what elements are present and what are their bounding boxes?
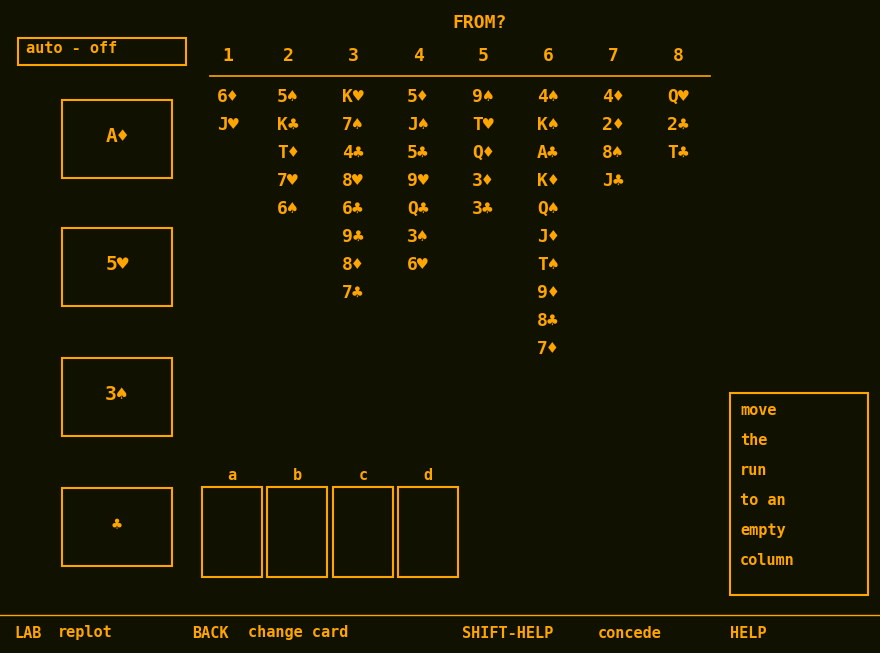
- Text: HELP: HELP: [730, 626, 766, 641]
- Text: move: move: [740, 403, 776, 418]
- Text: 6♠: 6♠: [277, 200, 299, 218]
- Text: ♣: ♣: [112, 516, 122, 534]
- Text: T♠: T♠: [537, 256, 559, 274]
- Bar: [62, 358, 172, 436]
- Text: 8♣: 8♣: [537, 312, 559, 330]
- Text: 3♠: 3♠: [106, 385, 128, 404]
- Text: a: a: [227, 468, 237, 483]
- Text: K♦: K♦: [537, 172, 559, 190]
- Text: A♣: A♣: [537, 144, 559, 162]
- Text: 5♠: 5♠: [277, 88, 299, 106]
- Text: 8♠: 8♠: [602, 144, 624, 162]
- Text: T♣: T♣: [667, 144, 689, 162]
- Text: 9♣: 9♣: [342, 228, 363, 246]
- Text: 9♠: 9♠: [473, 88, 494, 106]
- Text: 2: 2: [282, 47, 293, 65]
- Text: 7♦: 7♦: [537, 340, 559, 358]
- Text: 4♠: 4♠: [537, 88, 559, 106]
- Bar: [202, 487, 262, 577]
- Text: T♦: T♦: [277, 144, 299, 162]
- Text: 6: 6: [543, 47, 554, 65]
- Text: 6♥: 6♥: [407, 256, 429, 274]
- Text: the: the: [740, 433, 767, 448]
- Text: b: b: [292, 468, 302, 483]
- Text: 3♦: 3♦: [473, 172, 494, 190]
- Text: 5♦: 5♦: [407, 88, 429, 106]
- Text: 8♥: 8♥: [342, 172, 363, 190]
- Bar: [398, 487, 458, 577]
- Text: 3♣: 3♣: [473, 200, 494, 218]
- Bar: [18, 38, 186, 65]
- Text: BACK: BACK: [192, 626, 229, 641]
- Text: empty: empty: [740, 523, 786, 538]
- Text: 4♣: 4♣: [342, 144, 363, 162]
- Text: column: column: [740, 553, 795, 568]
- Text: 1: 1: [223, 47, 233, 65]
- Text: 3: 3: [348, 47, 358, 65]
- Text: K♥: K♥: [342, 88, 363, 106]
- Text: Q♠: Q♠: [537, 200, 559, 218]
- Text: 2♦: 2♦: [602, 116, 624, 134]
- Bar: [267, 487, 327, 577]
- Text: run: run: [740, 463, 767, 478]
- Text: to an: to an: [740, 493, 786, 508]
- Text: 2♣: 2♣: [667, 116, 689, 134]
- Text: J♣: J♣: [602, 172, 624, 190]
- Text: SHIFT-HELP: SHIFT-HELP: [462, 626, 554, 641]
- Text: 5♣: 5♣: [407, 144, 429, 162]
- Bar: [730, 393, 868, 595]
- Text: K♠: K♠: [537, 116, 559, 134]
- Text: FROM?: FROM?: [453, 14, 507, 32]
- Text: 7♣: 7♣: [342, 284, 363, 302]
- Text: Q♦: Q♦: [473, 144, 494, 162]
- Text: 8♦: 8♦: [342, 256, 363, 274]
- Text: 9♦: 9♦: [537, 284, 559, 302]
- Text: 8: 8: [672, 47, 684, 65]
- Text: LAB: LAB: [14, 626, 41, 641]
- Text: replot: replot: [58, 626, 113, 641]
- Text: J♥: J♥: [217, 116, 238, 134]
- Text: change card: change card: [248, 626, 348, 641]
- Text: 9♥: 9♥: [407, 172, 429, 190]
- Text: K♣: K♣: [277, 116, 299, 134]
- Text: J♠: J♠: [407, 116, 429, 134]
- Text: Q♥: Q♥: [667, 88, 689, 106]
- Text: 3♠: 3♠: [407, 228, 429, 246]
- Text: 4♦: 4♦: [602, 88, 624, 106]
- Bar: [62, 228, 172, 306]
- Text: auto - off: auto - off: [26, 41, 117, 56]
- Text: A♦: A♦: [106, 127, 128, 146]
- Text: 6♦: 6♦: [217, 88, 238, 106]
- Text: c: c: [358, 468, 368, 483]
- Text: 7: 7: [607, 47, 619, 65]
- Bar: [62, 488, 172, 566]
- Bar: [62, 100, 172, 178]
- Text: 7♥: 7♥: [277, 172, 299, 190]
- Text: d: d: [423, 468, 433, 483]
- Text: T♥: T♥: [473, 116, 494, 134]
- Text: concede: concede: [598, 626, 662, 641]
- Text: 4: 4: [413, 47, 423, 65]
- Text: 5: 5: [478, 47, 488, 65]
- Text: 5♥: 5♥: [106, 255, 128, 274]
- Text: Q♣: Q♣: [407, 200, 429, 218]
- Text: 7♠: 7♠: [342, 116, 363, 134]
- Bar: [333, 487, 393, 577]
- Text: 6♣: 6♣: [342, 200, 363, 218]
- Text: J♦: J♦: [537, 228, 559, 246]
